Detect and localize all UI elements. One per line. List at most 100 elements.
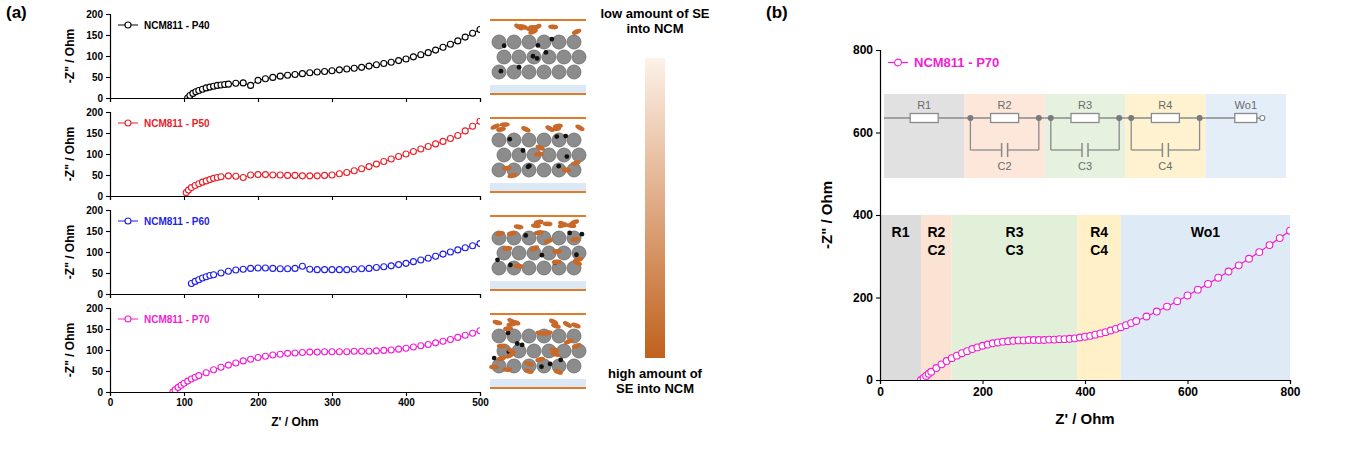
data-point [462, 245, 468, 251]
resistor [1151, 114, 1179, 123]
se-flake [535, 144, 546, 152]
tick-mark [106, 329, 110, 330]
region-band [1077, 215, 1121, 380]
data-point [388, 59, 394, 65]
data-point [211, 367, 217, 373]
legend-label: NCM811 - P50 [144, 118, 210, 129]
tick-label: 200 [86, 205, 103, 216]
tick-label: 50 [92, 366, 104, 377]
data-point [1174, 298, 1181, 305]
se-flake [524, 360, 535, 368]
y-axis-title: -Z" / Ohm [63, 127, 77, 181]
data-point [248, 356, 254, 362]
circuit-node [1116, 115, 1122, 121]
tick [480, 294, 481, 298]
se-flake [534, 151, 545, 157]
data-point [218, 270, 224, 276]
data-point [425, 255, 431, 261]
tick [184, 98, 185, 102]
se-flake [529, 244, 540, 252]
legend: NCM811 - P70 [888, 55, 999, 70]
ncm-particle [527, 344, 541, 358]
data-point [307, 70, 313, 76]
circuit-panel [964, 94, 1044, 178]
axis: 050100150200 [86, 107, 110, 202]
ncm-particle [507, 35, 521, 49]
ncm-particle [527, 50, 541, 64]
carbon-dot [549, 37, 554, 42]
series-line [173, 331, 480, 392]
axis-line [106, 113, 111, 197]
ncm-particle [522, 35, 536, 49]
data-point [270, 172, 276, 178]
data-point [248, 172, 254, 178]
tick-label: 500 [472, 397, 489, 408]
data-point [307, 266, 313, 272]
circuit-wire [1050, 118, 1051, 150]
legend-marker [895, 59, 902, 66]
resistor [991, 114, 1019, 123]
tick-mark [106, 273, 110, 274]
axis-line [111, 295, 481, 299]
data-point [440, 138, 446, 144]
data-point [410, 344, 416, 350]
tick-mark [876, 132, 880, 133]
se-flake [492, 319, 503, 326]
se-flake [573, 256, 584, 263]
tick: 100 [86, 247, 110, 258]
data-point [248, 265, 254, 271]
data-point [351, 266, 357, 272]
tick-mark [1085, 380, 1086, 384]
tick-mark [106, 252, 110, 253]
carbon-dot [502, 43, 507, 48]
data-point [314, 173, 320, 179]
tick: 400 [398, 392, 415, 408]
se-flake [503, 326, 513, 332]
tick-label: 100 [86, 345, 103, 356]
data-point [329, 68, 335, 74]
carbon-dot [563, 134, 568, 139]
tick-label: 200 [973, 385, 993, 399]
tick-mark [106, 112, 110, 113]
data-point [233, 267, 239, 273]
data-point [447, 337, 453, 343]
tick-mark [332, 196, 333, 200]
tick: 100 [176, 392, 193, 408]
schematic [489, 314, 586, 388]
data-point [373, 348, 379, 354]
carbon-dot [558, 358, 563, 363]
circuit-label: R2 [998, 99, 1012, 111]
tick [184, 196, 185, 200]
tick-mark [876, 50, 880, 51]
data-point [410, 259, 416, 265]
data-point [322, 267, 328, 273]
tick-label: 150 [86, 324, 103, 335]
circuit-wire [1131, 118, 1132, 150]
ncm-particle [492, 231, 506, 245]
figure: (a)(b)050100150200-Z" / OhmNCM811 - P400… [0, 0, 1348, 452]
x-axis-title: Z' / Ohm [1055, 410, 1114, 427]
tick: 600 [1178, 380, 1198, 399]
y-axis-title: -Z" / Ohm [818, 181, 835, 249]
tick [480, 196, 481, 200]
data-point [233, 80, 239, 86]
circuit-wire [1088, 149, 1119, 150]
current-collector [490, 215, 586, 217]
text-line: into NCM [626, 21, 683, 36]
ncm-particle [512, 50, 526, 64]
tick-mark [406, 98, 407, 102]
data-point [1143, 313, 1150, 320]
legend: NCM811 - P50 [118, 118, 210, 129]
tick: 0 [97, 289, 110, 300]
tick-mark [406, 294, 407, 298]
data-point [285, 266, 291, 272]
carbon-dot [556, 164, 561, 169]
carbon-dot [579, 232, 584, 237]
tick: 150 [86, 30, 110, 41]
tick [406, 294, 407, 298]
tick-label: 200 [86, 303, 103, 314]
data-point [381, 159, 387, 165]
current-collector [490, 387, 586, 389]
tick-label: 100 [86, 149, 103, 160]
data-point [270, 265, 276, 271]
